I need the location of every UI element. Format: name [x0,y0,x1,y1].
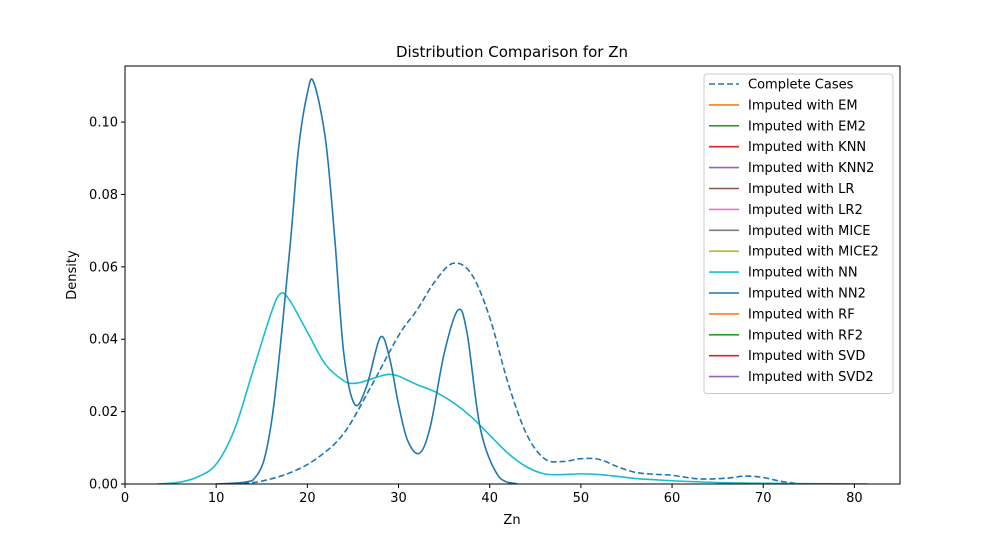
y-tick-label: 0.08 [89,188,118,203]
y-tick-label: 0.00 [89,478,118,493]
plot-frame [124,65,901,485]
x-tick-label: 70 [755,491,772,506]
legend-label: Imputed with LR [748,182,854,197]
legend-label: Imputed with MICE [748,224,871,239]
x-tick-label: 0 [121,491,129,506]
legend: Complete Cases Imputed with EM Imputed wit… [703,73,894,394]
legend-label: Imputed with SVD [748,349,865,364]
x-tick-label: 80 [846,491,863,506]
x-axis-label: Zn [503,513,520,528]
x-tick-label: 60 [664,491,681,506]
x-tick-label: 40 [481,491,498,506]
x-tick-label: 20 [299,491,316,506]
legend-label: Imputed with SVD2 [748,370,874,385]
legend-label: Imputed with KNN2 [748,161,874,176]
legend-label: Imputed with RF [748,307,855,322]
y-tick-label: 0.10 [89,116,118,131]
legend-label: Imputed with LR2 [748,203,863,218]
legend-label: Imputed with NN2 [748,287,866,302]
legend-label: Complete Cases [748,78,854,93]
series-line-imputed-with-nn2 [216,78,518,484]
y-tick-label: 0.02 [89,405,118,420]
series-line-imputed-with-nn [156,292,869,484]
legend-label: Imputed with EM [748,98,858,113]
legend-box [703,73,894,394]
y-axis-ticks: 0.00 0.02 0.04 0.06 0.08 0.10 [89,116,125,493]
x-tick-label: 30 [390,491,407,506]
legend-label: Imputed with EM2 [748,119,866,134]
y-axis-label: Density [65,250,80,300]
legend-label: Imputed with NN [748,266,858,281]
chart-title: Distribution Comparison for Zn [396,43,628,61]
legend-label: Imputed with MICE2 [748,245,879,260]
legend-label: Imputed with RF2 [748,328,863,343]
y-tick-label: 0.04 [89,333,118,348]
legend-label: Imputed with KNN [748,140,866,155]
x-tick-label: 50 [573,491,590,506]
x-tick-label: 10 [208,491,225,506]
y-tick-label: 0.06 [89,260,118,275]
plot-curves [156,78,869,484]
series-line-complete-cases [216,262,800,484]
x-axis-ticks: 0 10 20 30 40 50 60 70 80 [121,484,863,506]
